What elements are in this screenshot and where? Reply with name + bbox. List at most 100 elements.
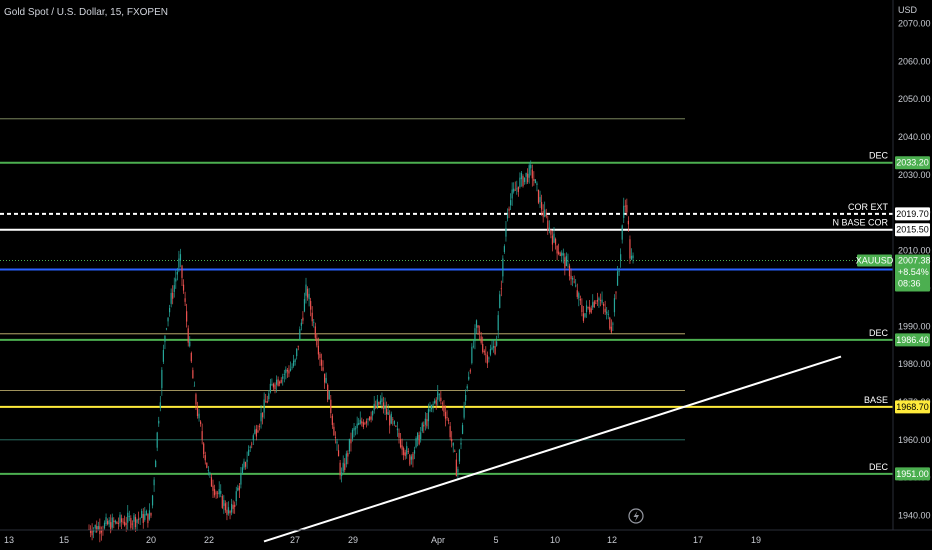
candle-body [578,293,580,299]
price-tick-label: 2010.00 [898,246,931,256]
candle-body [444,411,447,419]
candle-body [100,530,102,533]
candle-body [469,370,471,372]
candle-body [432,404,434,406]
candle-body [596,300,598,302]
candle-body [148,510,151,520]
candle-body [238,486,240,491]
candle-body [269,383,271,393]
candle-body [342,462,344,472]
candle-body [607,313,609,315]
time-tick-label: 13 [4,535,14,545]
candle-body [223,500,225,506]
candle-body [465,394,467,401]
candle-body [417,432,419,440]
candle-body [429,409,431,411]
candle-body [424,418,426,425]
candle-body [392,419,394,421]
candle-body [116,521,118,524]
candle-body [534,179,536,184]
candle-body [410,456,412,460]
candle-body [595,302,597,304]
candle-body [218,489,220,495]
candle-body [155,460,157,468]
candle-body [103,522,106,529]
candle-body [409,454,411,465]
candle-body [373,403,375,411]
candle-body [627,220,629,225]
candle-body [589,307,591,313]
candle-body [530,164,532,169]
candle-body [192,370,194,379]
candle-body [435,399,437,405]
symbol-badge [857,254,892,267]
candle-body [311,312,313,322]
candle-body [344,463,346,470]
candle-body [306,288,309,298]
candle-body [359,419,361,424]
candle-body [572,277,574,280]
time-axis[interactable]: 13 15 20 22 27 29 Apr 5 10 12 17 19 [4,535,761,545]
candle-body [525,172,527,177]
candle-body [209,472,211,475]
candle-body [550,230,552,235]
candle-body [258,426,261,427]
candle-body [215,492,217,494]
candle-body [497,315,499,331]
candle-body [229,510,231,514]
candle-body [186,311,188,322]
lightning-bolt-icon[interactable] [628,508,644,524]
candle-body [133,515,135,522]
level-label: DEC [869,151,889,161]
candle-body [294,359,296,362]
last-price-text: 2007.38 [898,255,931,265]
candle-body [310,301,312,310]
candle-body [283,374,285,375]
candle-body [339,462,341,476]
candle-body [582,313,585,321]
candle-body [455,459,457,477]
candle-body [389,415,391,426]
trendline-layer[interactable] [263,355,842,543]
price-change-text: +8.54% [898,267,929,277]
candle-body [533,179,535,181]
candle-body [474,328,476,342]
candle-body [452,442,454,446]
candle-body [387,412,389,415]
candle-body [296,348,298,357]
candle-body [213,489,216,496]
candle-body [616,271,619,286]
candle-body [175,278,177,282]
candle-body [324,373,326,383]
price-tick-label: 1990.00 [898,321,931,331]
candle-body [117,523,120,525]
candle-body [187,328,189,343]
candle-body [206,462,208,468]
candle-body [511,189,513,199]
candle-body [237,487,239,491]
candle-body [272,383,275,388]
candle-body [107,521,109,525]
candle-body [404,452,406,457]
candle-body [190,352,192,362]
candle-body [382,402,385,409]
candle-body [499,294,501,308]
candle-body [198,413,200,419]
level-price-badge-text: 1968.70 [896,402,929,412]
candle-body [514,189,516,191]
level-price-badge-text: 1951.00 [896,469,929,479]
candle-body [513,188,515,192]
candle-body [494,346,496,355]
candle-body [134,517,137,528]
candle-body [128,516,130,517]
candle-body [458,449,461,462]
candle-body [621,225,623,240]
candle-body [451,438,453,442]
trendline[interactable] [263,355,842,543]
candle-body [293,360,295,367]
candle-body [348,438,350,452]
candle-body [341,472,343,476]
candle-body [119,514,121,524]
candle-body [254,429,256,434]
